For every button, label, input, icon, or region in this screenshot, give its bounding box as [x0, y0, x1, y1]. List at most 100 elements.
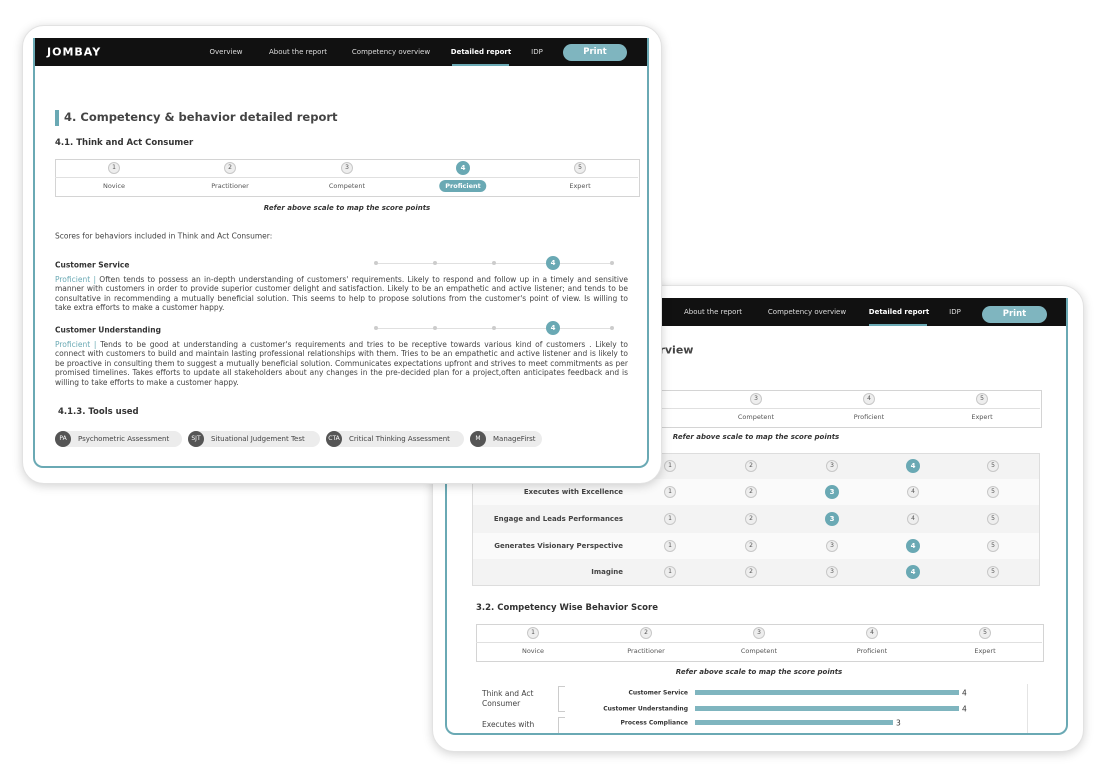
competency-dot: 5 — [987, 540, 999, 552]
nav-item[interactable]: Competency overview — [351, 48, 431, 56]
nav-item[interactable]: Detailed report — [868, 308, 930, 316]
bar — [695, 720, 893, 725]
group-label: Think and Act Consumer — [482, 689, 534, 708]
competency-dot: 2 — [745, 460, 757, 472]
bar-value: 4 — [962, 688, 967, 698]
scale-level: 4 — [863, 393, 875, 405]
behavior-level: Proficient | — [55, 275, 96, 284]
tool-badge: CTA — [326, 431, 342, 447]
scale-label: Expert — [974, 647, 996, 655]
behavior-dot — [492, 326, 496, 330]
competency-dot: 2 — [745, 566, 757, 578]
nav-item[interactable]: About the report — [683, 308, 743, 316]
section-heading: erview — [652, 343, 694, 357]
section-bar — [55, 110, 59, 126]
subsection-title: 4.1. Think and Act Consumer — [55, 138, 194, 148]
behavior-name: Customer Service — [55, 260, 130, 270]
behavior-dot — [610, 326, 614, 330]
bar — [695, 706, 959, 711]
tool-pill — [326, 431, 464, 447]
scale-level: 5 — [574, 162, 586, 174]
behavior-description: Often tends to possess an in-depth under… — [55, 275, 628, 313]
bar-value: 3 — [896, 718, 901, 728]
tool-pill — [470, 431, 542, 447]
nav-item[interactable]: Competency overview — [767, 308, 847, 316]
competency-name: Engage and Leads Performances — [493, 515, 623, 523]
tool-badge: PA — [55, 431, 71, 447]
scale-divider — [472, 408, 1040, 409]
scale-note: Refer above scale to map the score point… — [263, 204, 431, 212]
scale-label: Novice — [521, 647, 545, 655]
scale-label: Practitioner — [627, 647, 665, 655]
scale-divider — [55, 177, 638, 178]
scale-label: Competent — [740, 647, 778, 655]
competency-dot: 5 — [987, 566, 999, 578]
behavior-dot — [433, 261, 437, 265]
competency-dot: 3 — [826, 540, 838, 552]
chart-edge — [1027, 684, 1028, 733]
behavior-description: Tends to be good at understanding a cust… — [55, 340, 628, 387]
competency-dot: 5 — [987, 486, 999, 498]
competency-dot: 4 — [906, 565, 920, 579]
brand-logo: JOMBAY — [47, 45, 102, 59]
scale-label: Proficient — [439, 180, 487, 192]
scale-label: Competent — [737, 413, 775, 421]
nav-item[interactable]: Detailed report — [450, 48, 512, 56]
nav-item[interactable]: IDP — [531, 48, 543, 56]
scale-label: Expert — [569, 182, 591, 190]
scale-note: Refer above scale to map the score point… — [675, 668, 843, 676]
group-bracket — [558, 686, 565, 712]
tool-pill — [188, 431, 320, 447]
competency-name: Imagine — [591, 568, 623, 576]
competency-dot: 1 — [664, 566, 676, 578]
scale-level: 4 — [866, 627, 878, 639]
scale-level: 3 — [753, 627, 765, 639]
bar-value: 4 — [962, 704, 967, 714]
behavior-dot — [433, 326, 437, 330]
behavior-dot — [374, 326, 378, 330]
competency-dot: 4 — [907, 486, 919, 498]
nav-item[interactable]: IDP — [949, 308, 961, 316]
print-button[interactable]: Print — [563, 44, 627, 61]
scale-level: 1 — [527, 627, 539, 639]
intro-text: Scores for behaviors included in Think a… — [55, 231, 273, 241]
nav-item[interactable]: About the report — [268, 48, 328, 56]
nav-underline — [869, 324, 927, 326]
scale-level: 1 — [108, 162, 120, 174]
tool-name: Situational Judgement Test — [211, 435, 305, 443]
tool-badge: SJT — [188, 431, 204, 447]
scale-level: 3 — [341, 162, 353, 174]
print-button[interactable]: Print — [982, 306, 1047, 323]
scale-level: 4 — [456, 161, 470, 175]
bar-label: Customer Understanding — [603, 705, 688, 713]
competency-dot: 4 — [906, 459, 920, 473]
scale-label: Proficient — [856, 647, 888, 655]
scale-label: Novice — [102, 182, 126, 190]
competency-dot: 1 — [664, 486, 676, 498]
scale-level: 5 — [976, 393, 988, 405]
tool-name: Psychometric Assessment — [78, 435, 170, 443]
group-label: Executes with — [482, 720, 535, 729]
competency-dot: 4 — [906, 539, 920, 553]
competency-dot: 1 — [664, 540, 676, 552]
competency-dot: 4 — [907, 513, 919, 525]
nav-item[interactable]: Overview — [209, 48, 243, 56]
scale-label: Proficient — [853, 413, 885, 421]
behavior-name: Customer Understanding — [55, 325, 161, 335]
scale-label: Expert — [971, 413, 993, 421]
competency-name: Generates Visionary Perspective — [494, 542, 623, 550]
competency-dot: 1 — [664, 513, 676, 525]
nav-bar — [35, 38, 647, 66]
competency-dot: 2 — [745, 540, 757, 552]
competency-name: Executes with Excellence — [523, 488, 623, 496]
scale-level: 5 — [979, 627, 991, 639]
competency-dot: 5 — [987, 513, 999, 525]
competency-dot: 3 — [826, 460, 838, 472]
behavior-dot — [492, 261, 496, 265]
behavior-score: 4 — [546, 256, 560, 270]
bar — [695, 690, 959, 695]
tool-pill — [55, 431, 182, 447]
scale-label: Practitioner — [211, 182, 249, 190]
behavior-text: Proficient | Often tends to possess an i… — [55, 275, 628, 313]
